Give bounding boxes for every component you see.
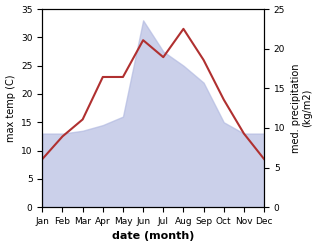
Y-axis label: max temp (C): max temp (C)	[5, 74, 16, 142]
Y-axis label: med. precipitation
(kg/m2): med. precipitation (kg/m2)	[291, 63, 313, 153]
X-axis label: date (month): date (month)	[112, 231, 194, 242]
